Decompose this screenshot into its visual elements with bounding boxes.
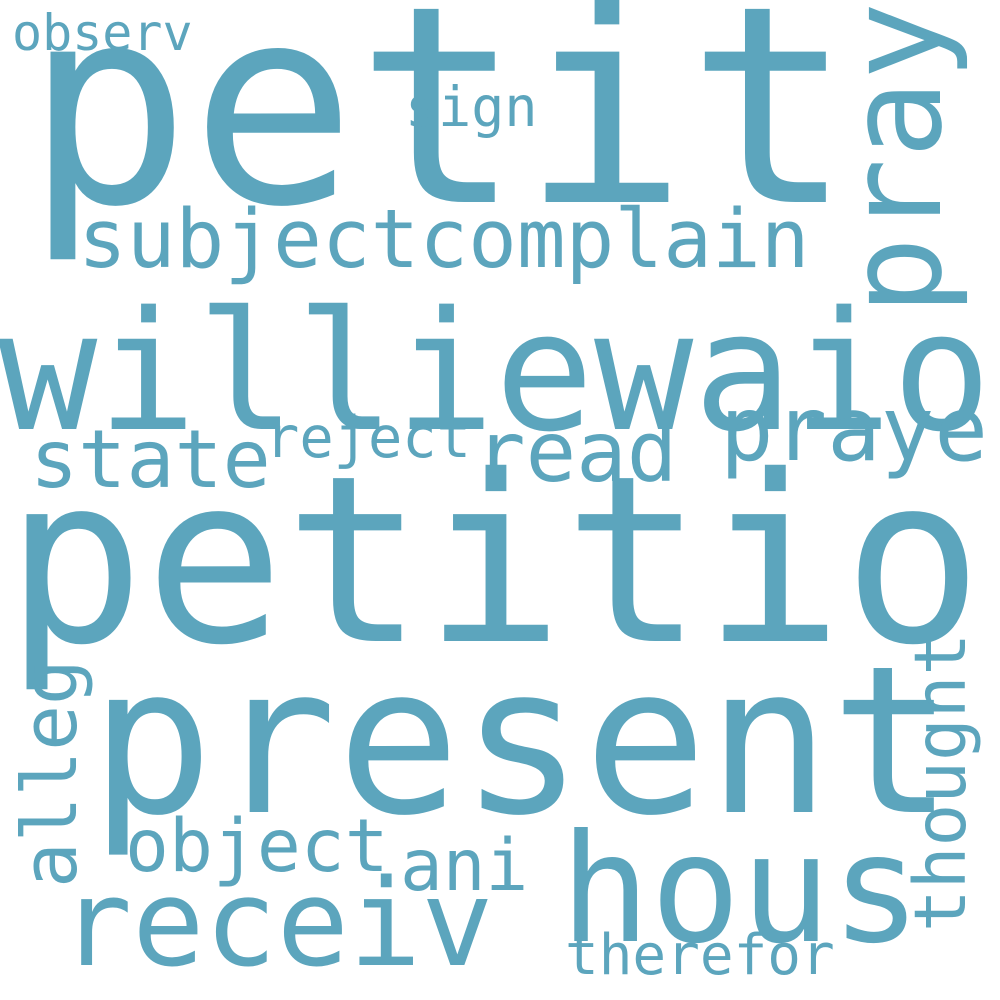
word-observ: observ [12, 4, 193, 62]
word-subjectcomplain: subjectcomplain [78, 193, 810, 287]
word-state: state [30, 413, 271, 506]
word-receiv: receiv [60, 855, 494, 994]
word-pray: pray [819, 1, 971, 315]
word-hous: hous [560, 803, 922, 977]
word-ani: ani [400, 824, 529, 907]
word-alleg: alleg [5, 659, 94, 888]
word-williewaiola: williewaiola [0, 276, 1000, 468]
word-read: read [475, 403, 678, 501]
word-present: present [90, 623, 954, 861]
word-petit: petit [25, 0, 853, 267]
word-object: object [125, 804, 389, 889]
word-sign: sign [405, 75, 538, 139]
word-therefor: therefor [565, 923, 835, 988]
word-reject: reject [265, 405, 471, 471]
word-prayer: prayer [720, 377, 1000, 481]
word-petition: petition [5, 426, 1000, 696]
